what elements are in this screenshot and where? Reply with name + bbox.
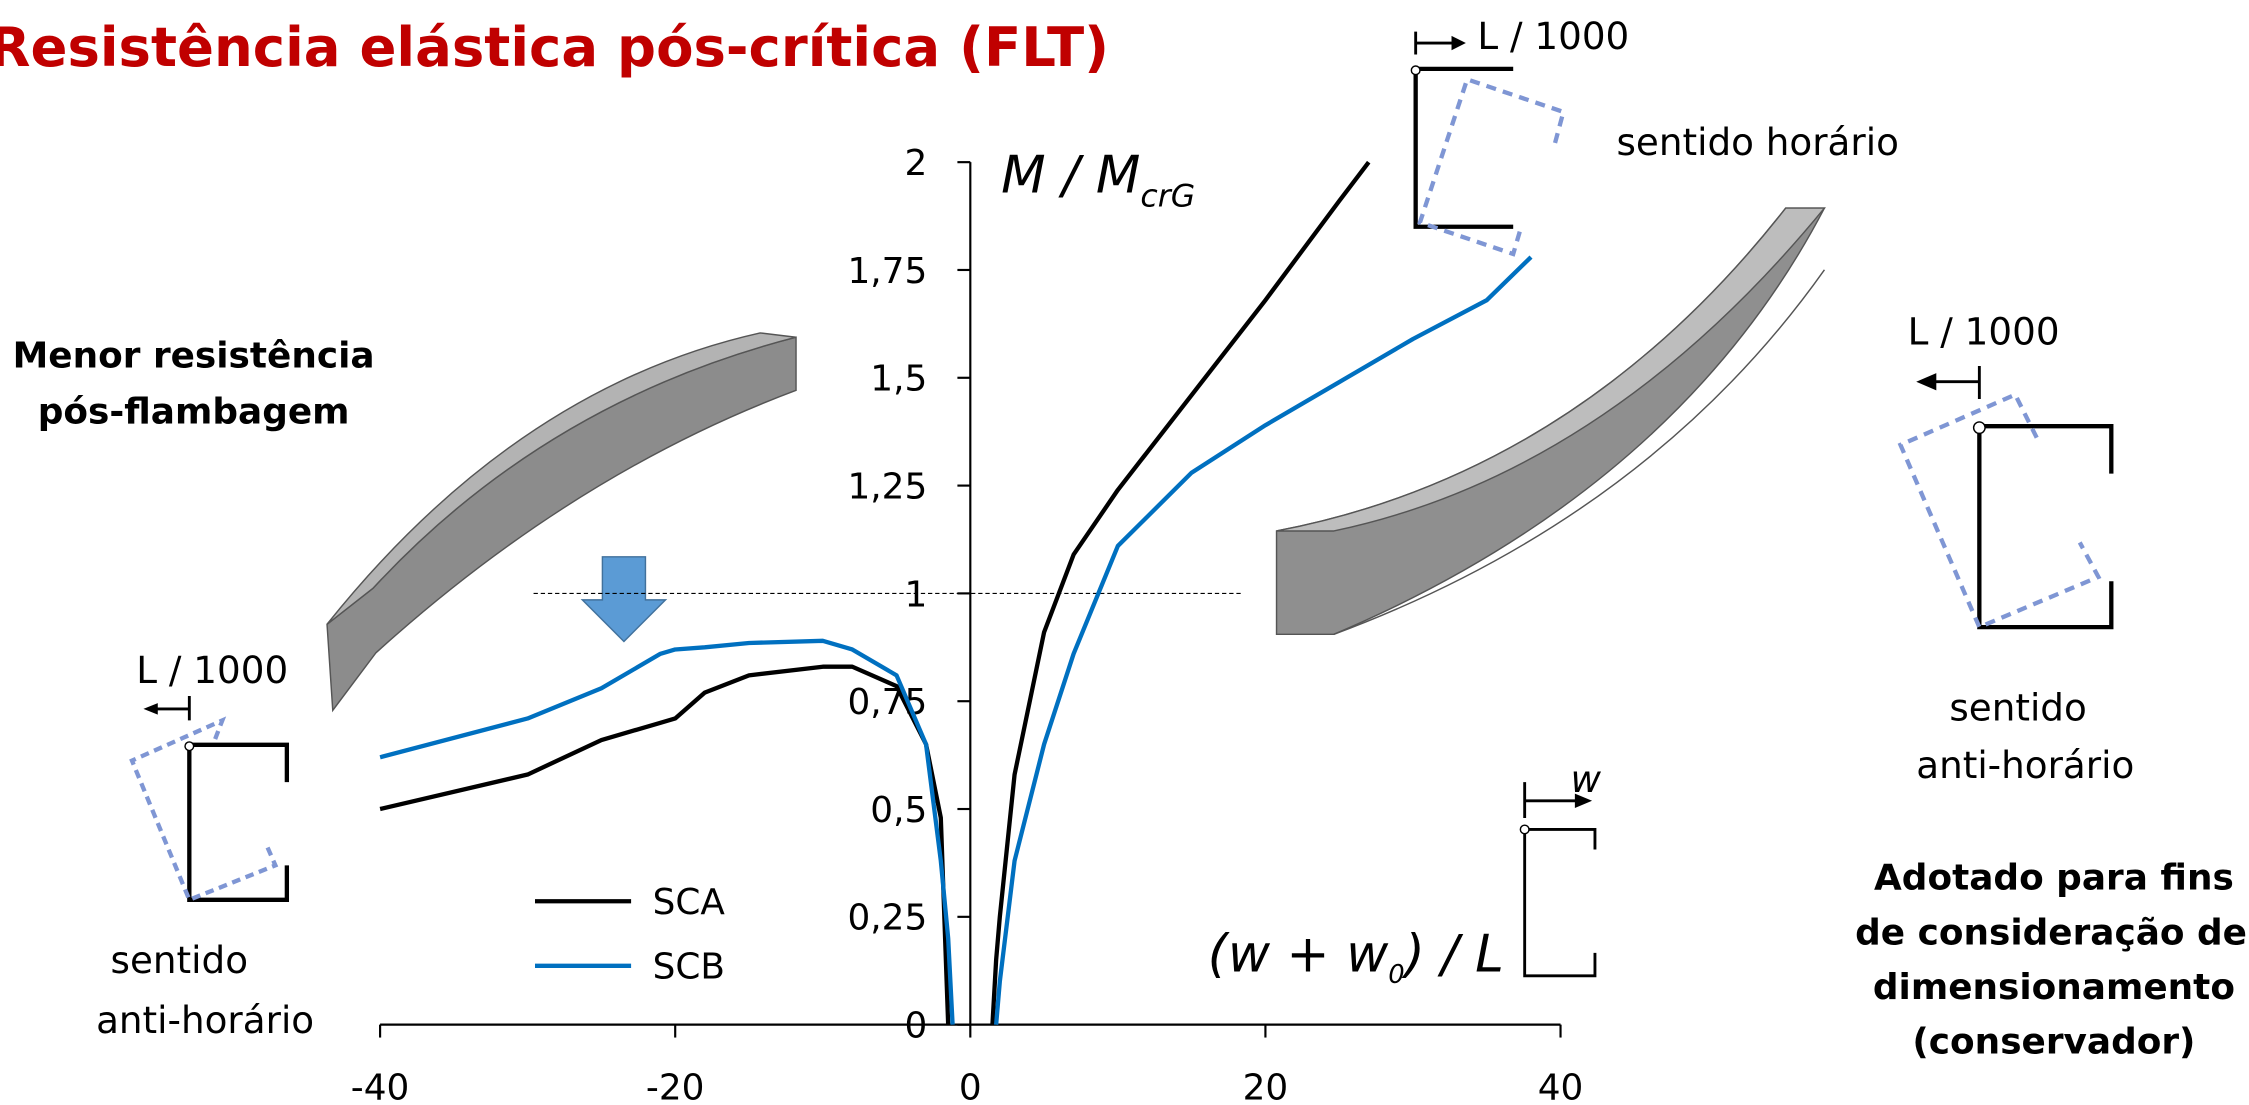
y-axis-label: M / McrG bbox=[1001, 145, 1195, 214]
x-axis-label: (w + w0) / L bbox=[1208, 925, 1504, 990]
x-tick-label: -20 bbox=[646, 1067, 705, 1105]
annotation: de consideração de bbox=[1855, 912, 2247, 953]
section-top bbox=[1411, 32, 1563, 254]
y-axis-label-main: M / M bbox=[1001, 145, 1140, 205]
arrow bbox=[582, 557, 665, 642]
x-tick-label: 40 bbox=[1538, 1067, 1584, 1105]
y-tick-label: 0,5 bbox=[870, 790, 927, 831]
x-tick-label: 0 bbox=[959, 1067, 982, 1105]
y-tick-label: 1,75 bbox=[847, 251, 927, 292]
y-tick-label: 1,25 bbox=[847, 466, 927, 507]
x-axis-label-sub: 0 bbox=[1388, 960, 1404, 990]
x-tick-label: -40 bbox=[351, 1067, 410, 1105]
chart-title: Resistência elástica pós-crítica (FLT) bbox=[0, 15, 1109, 79]
series-line bbox=[380, 257, 1531, 1025]
annotation: L / 1000 bbox=[1477, 14, 1629, 58]
y-tick-label: 1,5 bbox=[870, 359, 927, 400]
beam-right bbox=[1277, 208, 1825, 634]
y-tick-label: 0 bbox=[904, 1006, 927, 1047]
section-left bbox=[132, 696, 287, 900]
annotation: sentido horário bbox=[1616, 120, 1898, 164]
annotation: L / 1000 bbox=[136, 648, 288, 692]
annotation: pós-flambagem bbox=[38, 391, 350, 432]
annotation: L / 1000 bbox=[1908, 309, 2060, 353]
section-right bbox=[1900, 366, 2111, 627]
legend-label: SCA bbox=[653, 882, 726, 923]
annotation: sentido bbox=[1949, 685, 2086, 729]
beam-left bbox=[327, 333, 796, 710]
y-tick-label: 0,25 bbox=[847, 898, 927, 939]
section-w bbox=[1520, 782, 1595, 976]
annotation: anti-horário bbox=[1916, 743, 2134, 787]
y-tick-label: 2 bbox=[904, 143, 927, 184]
annotation: (conservador) bbox=[1912, 1021, 2195, 1062]
annotation: w bbox=[1571, 757, 1602, 801]
annotation: sentido bbox=[111, 938, 248, 982]
annotation: dimensionamento bbox=[1873, 967, 2235, 1008]
x-axis-label-end: ) / L bbox=[1401, 925, 1504, 985]
x-tick-label: 20 bbox=[1243, 1067, 1289, 1105]
y-tick-label: 1 bbox=[904, 574, 927, 615]
legend-label: SCB bbox=[653, 947, 725, 988]
annotation: anti-horário bbox=[96, 998, 314, 1042]
y-axis-label-sub: crG bbox=[1140, 179, 1195, 215]
chart: Resistência elástica pós-crítica (FLT) M… bbox=[0, 0, 2249, 1105]
annotation: Menor resistência bbox=[13, 335, 375, 376]
x-axis-label-main: (w + w bbox=[1208, 925, 1389, 985]
annotation: Adotado para fins bbox=[1874, 858, 2234, 899]
